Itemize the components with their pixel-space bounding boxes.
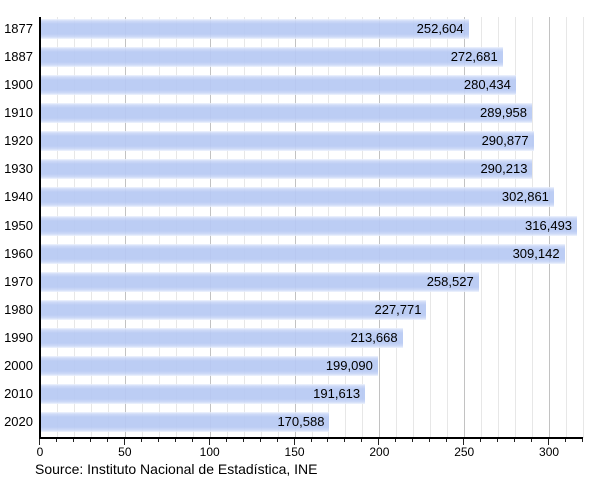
x-tick-minor [565,439,567,442]
plot-area: 252,604 272,681 280,434 289,958 290,877 290,2… [40,17,584,438]
bar-value-label: 258,527 [426,273,474,289]
x-tick-minor [480,439,482,442]
x-tick-major [208,439,210,445]
y-axis-label: 2010 [4,385,33,401]
bar-value-label: 191,613 [313,385,361,401]
bar: 213,668 [40,327,403,348]
x-axis-line [39,437,583,439]
x-tick-minor [429,439,431,442]
x-tick-minor [225,439,227,442]
bar-value-label: 213,668 [350,329,398,345]
x-tick-major [123,439,125,445]
y-axis-label: 1990 [4,329,33,345]
x-tick-label: 50 [118,445,132,459]
x-tick-minor [72,439,74,442]
x-tick-minor [582,439,583,442]
bar: 290,877 [40,131,534,152]
bar-value-label: 290,877 [481,133,529,149]
bar: 252,604 [40,19,469,40]
x-tick-label: 0 [36,445,44,459]
bar-value-label: 289,958 [480,105,528,121]
y-axis-label: 2000 [4,357,33,373]
x-tick-major [548,439,550,445]
x-tick-label: 100 [199,445,220,459]
x-tick-minor [106,439,108,442]
x-tick-label: 150 [284,445,305,459]
gridline-minor [583,17,584,438]
bar-value-label: 302,861 [501,189,549,205]
bar-value-label: 272,681 [450,49,498,65]
x-tick-minor [174,439,176,442]
bar-value-label: 252,604 [416,21,464,37]
bar: 191,613 [40,383,366,404]
x-tick-minor [412,439,414,442]
x-tick-label: 250 [454,445,475,459]
y-axis-label: 1910 [4,105,33,121]
x-tick-minor [361,439,363,442]
y-axis-label: 1887 [4,49,33,65]
source-caption: Source: Instituto Nacional de Estadístic… [35,461,318,477]
bar: 289,958 [40,103,533,124]
bar: 258,527 [40,271,479,292]
x-tick-major [39,439,40,445]
y-axis-label: 1877 [4,21,33,37]
x-tick-minor [242,439,244,442]
x-tick-minor [497,439,499,442]
x-tick-minor [531,439,533,442]
x-tick-minor [89,439,91,442]
bar-value-label: 290,213 [480,161,528,177]
x-tick-label: 300 [539,445,560,459]
bar-value-label: 170,588 [277,413,325,429]
bar-value-label: 280,434 [463,77,511,93]
y-axis-label: 1940 [4,189,33,205]
x-tick-minor [327,439,329,442]
bar: 316,493 [40,215,578,236]
bar: 170,588 [40,411,330,432]
x-tick-minor [55,439,57,442]
y-axis-label: 1920 [4,133,33,149]
x-tick-minor [514,439,516,442]
y-axis-label: 1980 [4,301,33,317]
x-tick-label: 200 [369,445,390,459]
x-tick-minor [344,439,346,442]
y-axis-label: 1960 [4,245,33,261]
x-tick-major [293,439,295,445]
y-axis-label: 1900 [4,77,33,93]
bar: 199,090 [40,355,378,376]
x-tick-minor [395,439,397,442]
bar: 302,861 [40,187,554,208]
x-tick-minor [276,439,278,442]
x-tick-minor [140,439,142,442]
bar-value-label: 309,142 [512,245,560,261]
y-axis-label: 1930 [4,161,33,177]
x-tick-major [463,439,465,445]
bar-value-label: 199,090 [325,357,373,373]
x-tick-minor [157,439,159,442]
x-tick-major [378,439,380,445]
y-axis-label: 1950 [4,217,33,233]
bar: 227,771 [40,299,427,320]
x-tick-minor [259,439,261,442]
y-axis-line [39,17,41,439]
x-tick-minor [446,439,448,442]
bar: 290,213 [40,159,533,180]
bar: 272,681 [40,47,503,68]
bar: 280,434 [40,75,516,96]
x-tick-minor [191,439,193,442]
bar-value-label: 316,493 [525,217,573,233]
y-axis-label: 2020 [4,413,33,429]
y-axis-label: 1970 [4,273,33,289]
bar: 309,142 [40,243,565,264]
bar-value-label: 227,771 [374,301,422,317]
x-tick-minor [310,439,312,442]
